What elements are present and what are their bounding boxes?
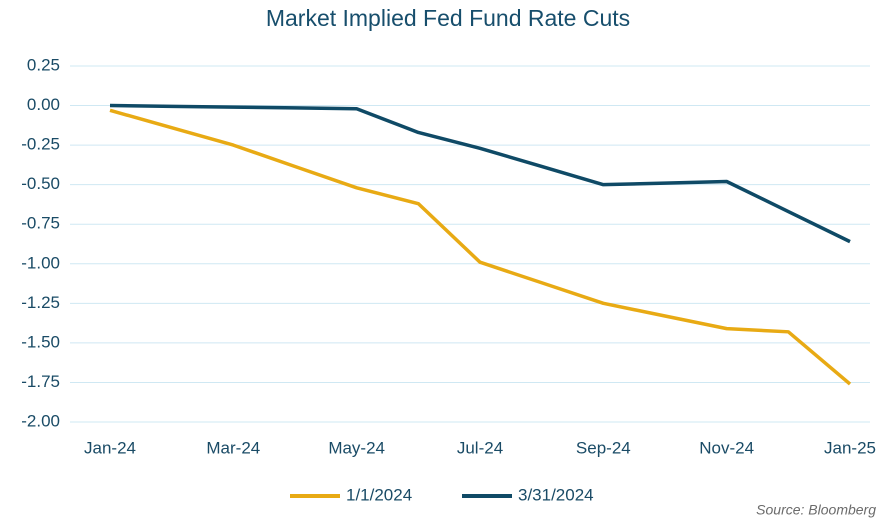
y-tick-label: -0.25 — [21, 135, 60, 154]
x-tick-label: Sep-24 — [576, 438, 631, 457]
x-tick-label: Jan-24 — [84, 438, 136, 457]
y-tick-label: -1.75 — [21, 372, 60, 391]
x-tick-label: May-24 — [328, 438, 385, 457]
legend-label: 1/1/2024 — [346, 485, 412, 504]
series-line — [109, 108, 852, 386]
y-tick-label: 0.25 — [27, 55, 60, 74]
series-line — [109, 103, 851, 244]
x-tick-label: Nov-24 — [699, 438, 754, 457]
x-tick-label: Jan-25 — [824, 438, 876, 457]
y-tick-label: -0.50 — [21, 174, 60, 193]
source-note: Source: Bloomberg — [756, 502, 876, 518]
y-tick-label: -2.00 — [21, 411, 60, 430]
x-tick-label: Jul-24 — [457, 438, 503, 457]
legend-label: 3/31/2024 — [518, 485, 594, 504]
y-tick-label: -1.25 — [21, 293, 60, 312]
x-tick-label: Mar-24 — [206, 438, 260, 457]
chart-title: Market Implied Fed Fund Rate Cuts — [266, 5, 630, 31]
y-tick-label: -1.00 — [21, 253, 60, 272]
y-tick-label: -1.50 — [21, 332, 60, 351]
y-tick-label: -0.75 — [21, 214, 60, 233]
y-tick-label: 0.00 — [27, 95, 60, 114]
